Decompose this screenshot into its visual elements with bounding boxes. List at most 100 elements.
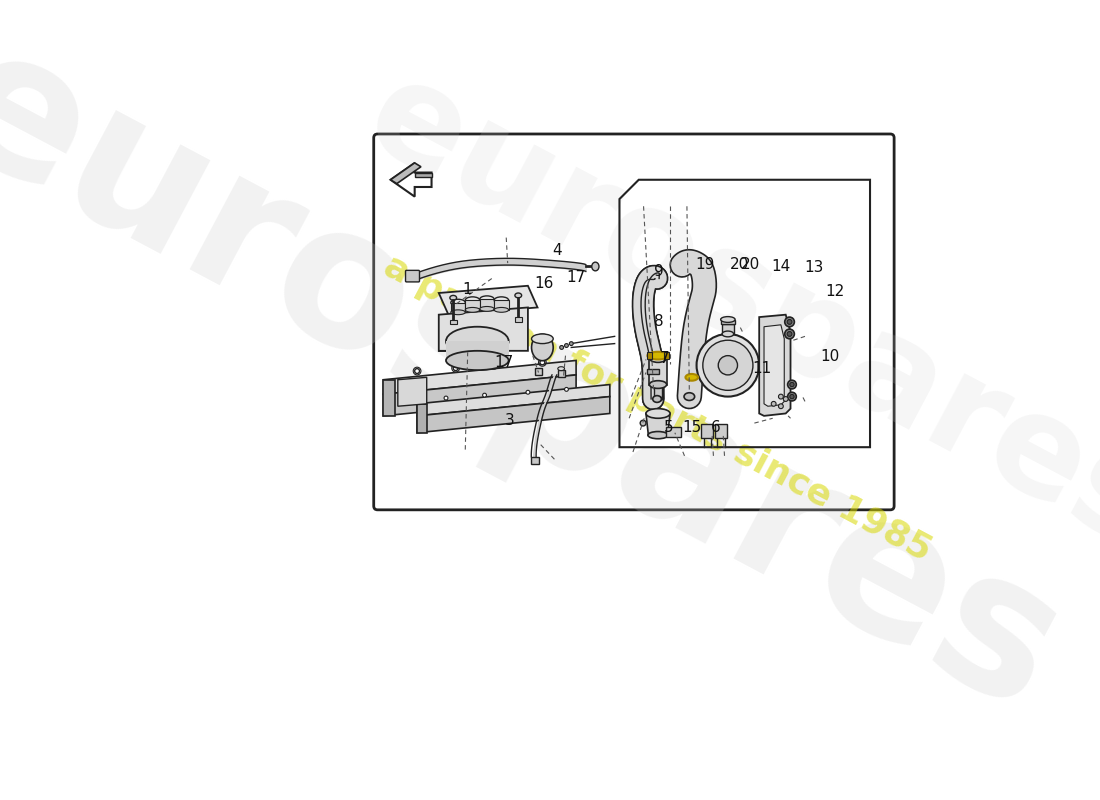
Ellipse shape [788, 392, 796, 401]
Text: 15: 15 [683, 421, 702, 435]
Ellipse shape [465, 297, 480, 303]
Ellipse shape [790, 382, 794, 386]
Ellipse shape [648, 352, 669, 359]
Polygon shape [667, 427, 681, 437]
Ellipse shape [788, 331, 792, 336]
Ellipse shape [646, 409, 670, 418]
Circle shape [703, 340, 752, 390]
Ellipse shape [494, 297, 508, 303]
Ellipse shape [531, 334, 553, 343]
Ellipse shape [494, 307, 508, 312]
Ellipse shape [784, 317, 794, 326]
FancyBboxPatch shape [406, 270, 419, 282]
Ellipse shape [446, 326, 508, 356]
Polygon shape [715, 424, 727, 438]
Circle shape [415, 369, 419, 374]
Ellipse shape [451, 299, 465, 306]
Ellipse shape [480, 296, 494, 302]
Circle shape [779, 404, 783, 409]
Text: 16: 16 [535, 276, 553, 291]
Text: 9: 9 [654, 264, 664, 279]
Circle shape [444, 396, 448, 400]
Polygon shape [653, 385, 662, 399]
Ellipse shape [684, 393, 694, 401]
Ellipse shape [648, 431, 668, 438]
Ellipse shape [451, 310, 465, 314]
Ellipse shape [592, 262, 600, 271]
Polygon shape [390, 163, 421, 184]
Ellipse shape [653, 397, 662, 402]
Text: 17: 17 [494, 355, 514, 370]
Polygon shape [480, 299, 494, 309]
Polygon shape [649, 358, 667, 385]
Polygon shape [648, 369, 659, 374]
Polygon shape [417, 397, 609, 433]
Circle shape [453, 366, 458, 370]
Polygon shape [439, 307, 528, 351]
Circle shape [570, 342, 573, 346]
Text: 20: 20 [741, 258, 760, 272]
Circle shape [564, 387, 569, 391]
Polygon shape [398, 378, 427, 406]
Ellipse shape [649, 381, 667, 389]
Text: 8: 8 [654, 314, 663, 330]
Circle shape [696, 334, 759, 397]
Ellipse shape [784, 329, 794, 338]
Polygon shape [390, 163, 431, 197]
Ellipse shape [788, 380, 796, 389]
Ellipse shape [722, 331, 734, 337]
Polygon shape [720, 319, 735, 324]
Circle shape [783, 397, 788, 402]
Polygon shape [446, 341, 508, 361]
Text: 7: 7 [660, 351, 670, 366]
Text: 14: 14 [771, 258, 791, 274]
Ellipse shape [515, 293, 521, 298]
Polygon shape [531, 457, 539, 464]
Text: eurospares: eurospares [344, 46, 1100, 578]
Polygon shape [535, 368, 542, 375]
Polygon shape [450, 319, 456, 324]
Polygon shape [439, 286, 538, 314]
Text: 3: 3 [505, 413, 514, 428]
Polygon shape [384, 375, 576, 416]
Polygon shape [465, 300, 480, 310]
Circle shape [483, 394, 486, 397]
Polygon shape [417, 404, 427, 433]
Polygon shape [664, 352, 669, 359]
Circle shape [492, 363, 496, 368]
Circle shape [526, 390, 530, 394]
Polygon shape [702, 424, 714, 438]
Text: 12: 12 [826, 283, 845, 298]
Ellipse shape [649, 354, 667, 362]
FancyBboxPatch shape [374, 134, 894, 510]
Ellipse shape [685, 374, 698, 381]
Ellipse shape [652, 396, 661, 402]
Ellipse shape [450, 295, 456, 300]
Circle shape [640, 420, 646, 426]
Circle shape [718, 356, 737, 375]
Text: 20: 20 [730, 258, 749, 272]
Circle shape [771, 402, 777, 406]
Text: 10: 10 [821, 349, 839, 364]
Ellipse shape [790, 394, 794, 398]
Ellipse shape [446, 351, 508, 370]
Polygon shape [559, 370, 564, 378]
Text: eurospares: eurospares [0, 8, 1091, 751]
Polygon shape [439, 314, 449, 351]
Polygon shape [515, 317, 521, 322]
Text: 11: 11 [752, 361, 772, 376]
Ellipse shape [480, 306, 494, 311]
Polygon shape [759, 314, 791, 416]
Polygon shape [384, 361, 576, 394]
Text: 13: 13 [804, 260, 824, 274]
Ellipse shape [788, 319, 792, 324]
Polygon shape [451, 302, 465, 312]
Text: 6: 6 [712, 421, 720, 435]
Text: a passion for parts since 1985: a passion for parts since 1985 [378, 250, 937, 568]
Polygon shape [384, 380, 395, 416]
Polygon shape [494, 300, 508, 310]
Polygon shape [722, 324, 734, 334]
Ellipse shape [558, 366, 564, 370]
Polygon shape [764, 325, 784, 406]
Ellipse shape [531, 334, 553, 361]
